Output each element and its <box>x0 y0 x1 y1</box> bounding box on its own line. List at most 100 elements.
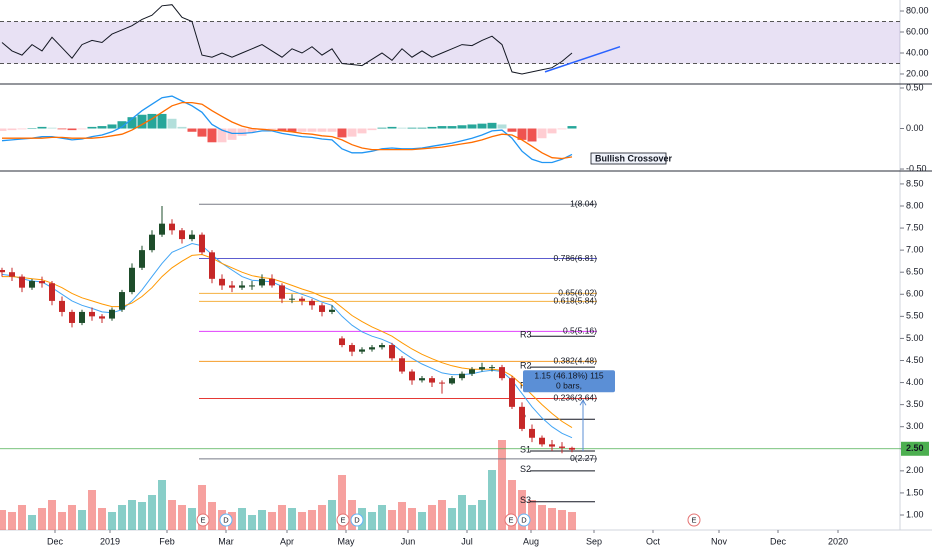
histogram-bar <box>27 128 37 130</box>
macd-line <box>1 95 573 164</box>
candle-body <box>449 378 455 384</box>
candle-body <box>0 269 5 273</box>
candle-body <box>299 298 305 301</box>
event-label: E <box>691 515 696 524</box>
volume-bar <box>478 500 486 530</box>
y-tick-label: 6.50 <box>906 267 924 277</box>
x-tick-label: Jul <box>461 536 473 546</box>
histogram-bar <box>387 126 397 129</box>
volume-bar <box>498 440 506 530</box>
candle-body <box>199 234 205 253</box>
y-tick-label: 5.50 <box>906 311 924 321</box>
histogram-bar <box>307 128 317 132</box>
histogram-bar <box>377 127 387 129</box>
histogram-bar <box>327 128 337 132</box>
event-marker <box>219 513 233 527</box>
candle-body <box>109 309 115 319</box>
candle-body <box>79 311 85 323</box>
candle-body <box>59 300 65 312</box>
candle-body <box>119 292 125 310</box>
measure-subtext: 0 bars, <box>556 380 582 390</box>
candle-body <box>359 349 365 352</box>
histogram-bar <box>137 114 147 129</box>
candle-body <box>209 252 215 279</box>
histogram-bar <box>237 128 247 136</box>
histogram-bar <box>407 127 417 129</box>
volume-bar <box>458 495 466 530</box>
volume-bar <box>318 505 326 530</box>
volume-bar <box>368 512 376 530</box>
candle-body <box>129 267 135 293</box>
candle-body <box>439 382 445 384</box>
candle-body <box>349 345 355 352</box>
rsi-line <box>1 4 573 75</box>
histogram-bar <box>157 113 167 129</box>
volume-bar <box>418 512 426 530</box>
histogram-bar <box>397 127 407 129</box>
volume-bar <box>408 508 416 530</box>
volume-bar <box>208 502 216 530</box>
histogram-bar <box>77 128 87 130</box>
fib-label: 0(2.27) <box>570 453 597 463</box>
candle-body <box>169 223 175 231</box>
event-label: E <box>340 515 345 524</box>
candle-body <box>569 447 575 450</box>
x-tick-label: Dec <box>47 536 64 546</box>
last-price-label: 2.50 <box>906 443 924 453</box>
volume-bar <box>198 485 206 530</box>
fib-label: 0.618(5.84) <box>554 296 598 306</box>
volume-bar <box>138 502 146 530</box>
histogram-bar <box>427 126 437 129</box>
histogram-bar <box>517 128 527 140</box>
histogram-bar <box>227 128 237 140</box>
x-tick-label: Jun <box>401 536 416 546</box>
histogram-bar <box>247 128 257 133</box>
volume-bar <box>8 512 16 530</box>
volume-bar <box>18 505 26 530</box>
fib-label: 0.382(4.48) <box>554 356 598 366</box>
last-price-box <box>901 441 929 456</box>
candle-body <box>549 444 555 447</box>
candle-body <box>99 316 105 319</box>
pivot-label: R3 <box>520 330 532 340</box>
pivot-label: S3 <box>520 495 531 505</box>
histogram-bar <box>567 126 577 129</box>
volume-bar <box>288 508 296 530</box>
histogram-bar <box>437 126 447 129</box>
y-tick-label: 3.50 <box>906 399 924 409</box>
volume-bar <box>108 512 116 530</box>
candle-body <box>489 367 495 369</box>
volume-bar <box>308 510 316 530</box>
candle-body <box>389 345 395 359</box>
candle-body <box>559 446 565 448</box>
y-tick-label: 4.50 <box>906 355 924 365</box>
candle-body <box>229 285 235 288</box>
candle-body <box>539 437 545 445</box>
candle-body <box>309 300 315 306</box>
x-tick-label: Dec <box>770 536 787 546</box>
x-tick-label: Mar <box>218 536 234 546</box>
histogram-bar <box>347 128 357 137</box>
candle-body <box>189 234 195 240</box>
histogram-bar <box>477 123 487 129</box>
x-tick-label: Apr <box>280 536 294 546</box>
pivot-label: S1 <box>520 444 531 454</box>
volume-bar <box>168 500 176 530</box>
volume-bar <box>428 505 436 530</box>
histogram-bar <box>547 128 557 134</box>
volume-bar <box>88 490 96 530</box>
y-tick-label: 40.00 <box>906 47 929 57</box>
volume-bar <box>0 510 6 530</box>
histogram-bar <box>177 126 187 129</box>
volume-bar <box>118 505 126 530</box>
event-label: E <box>200 515 205 524</box>
pivot-label: S2 <box>520 464 531 474</box>
candle-body <box>419 378 425 381</box>
candle-body <box>379 345 385 348</box>
event-label: D <box>354 515 360 524</box>
volume-bar <box>188 508 196 530</box>
histogram-bar <box>367 128 377 131</box>
event-label: D <box>521 515 527 524</box>
y-tick-label: 2.00 <box>906 465 924 475</box>
